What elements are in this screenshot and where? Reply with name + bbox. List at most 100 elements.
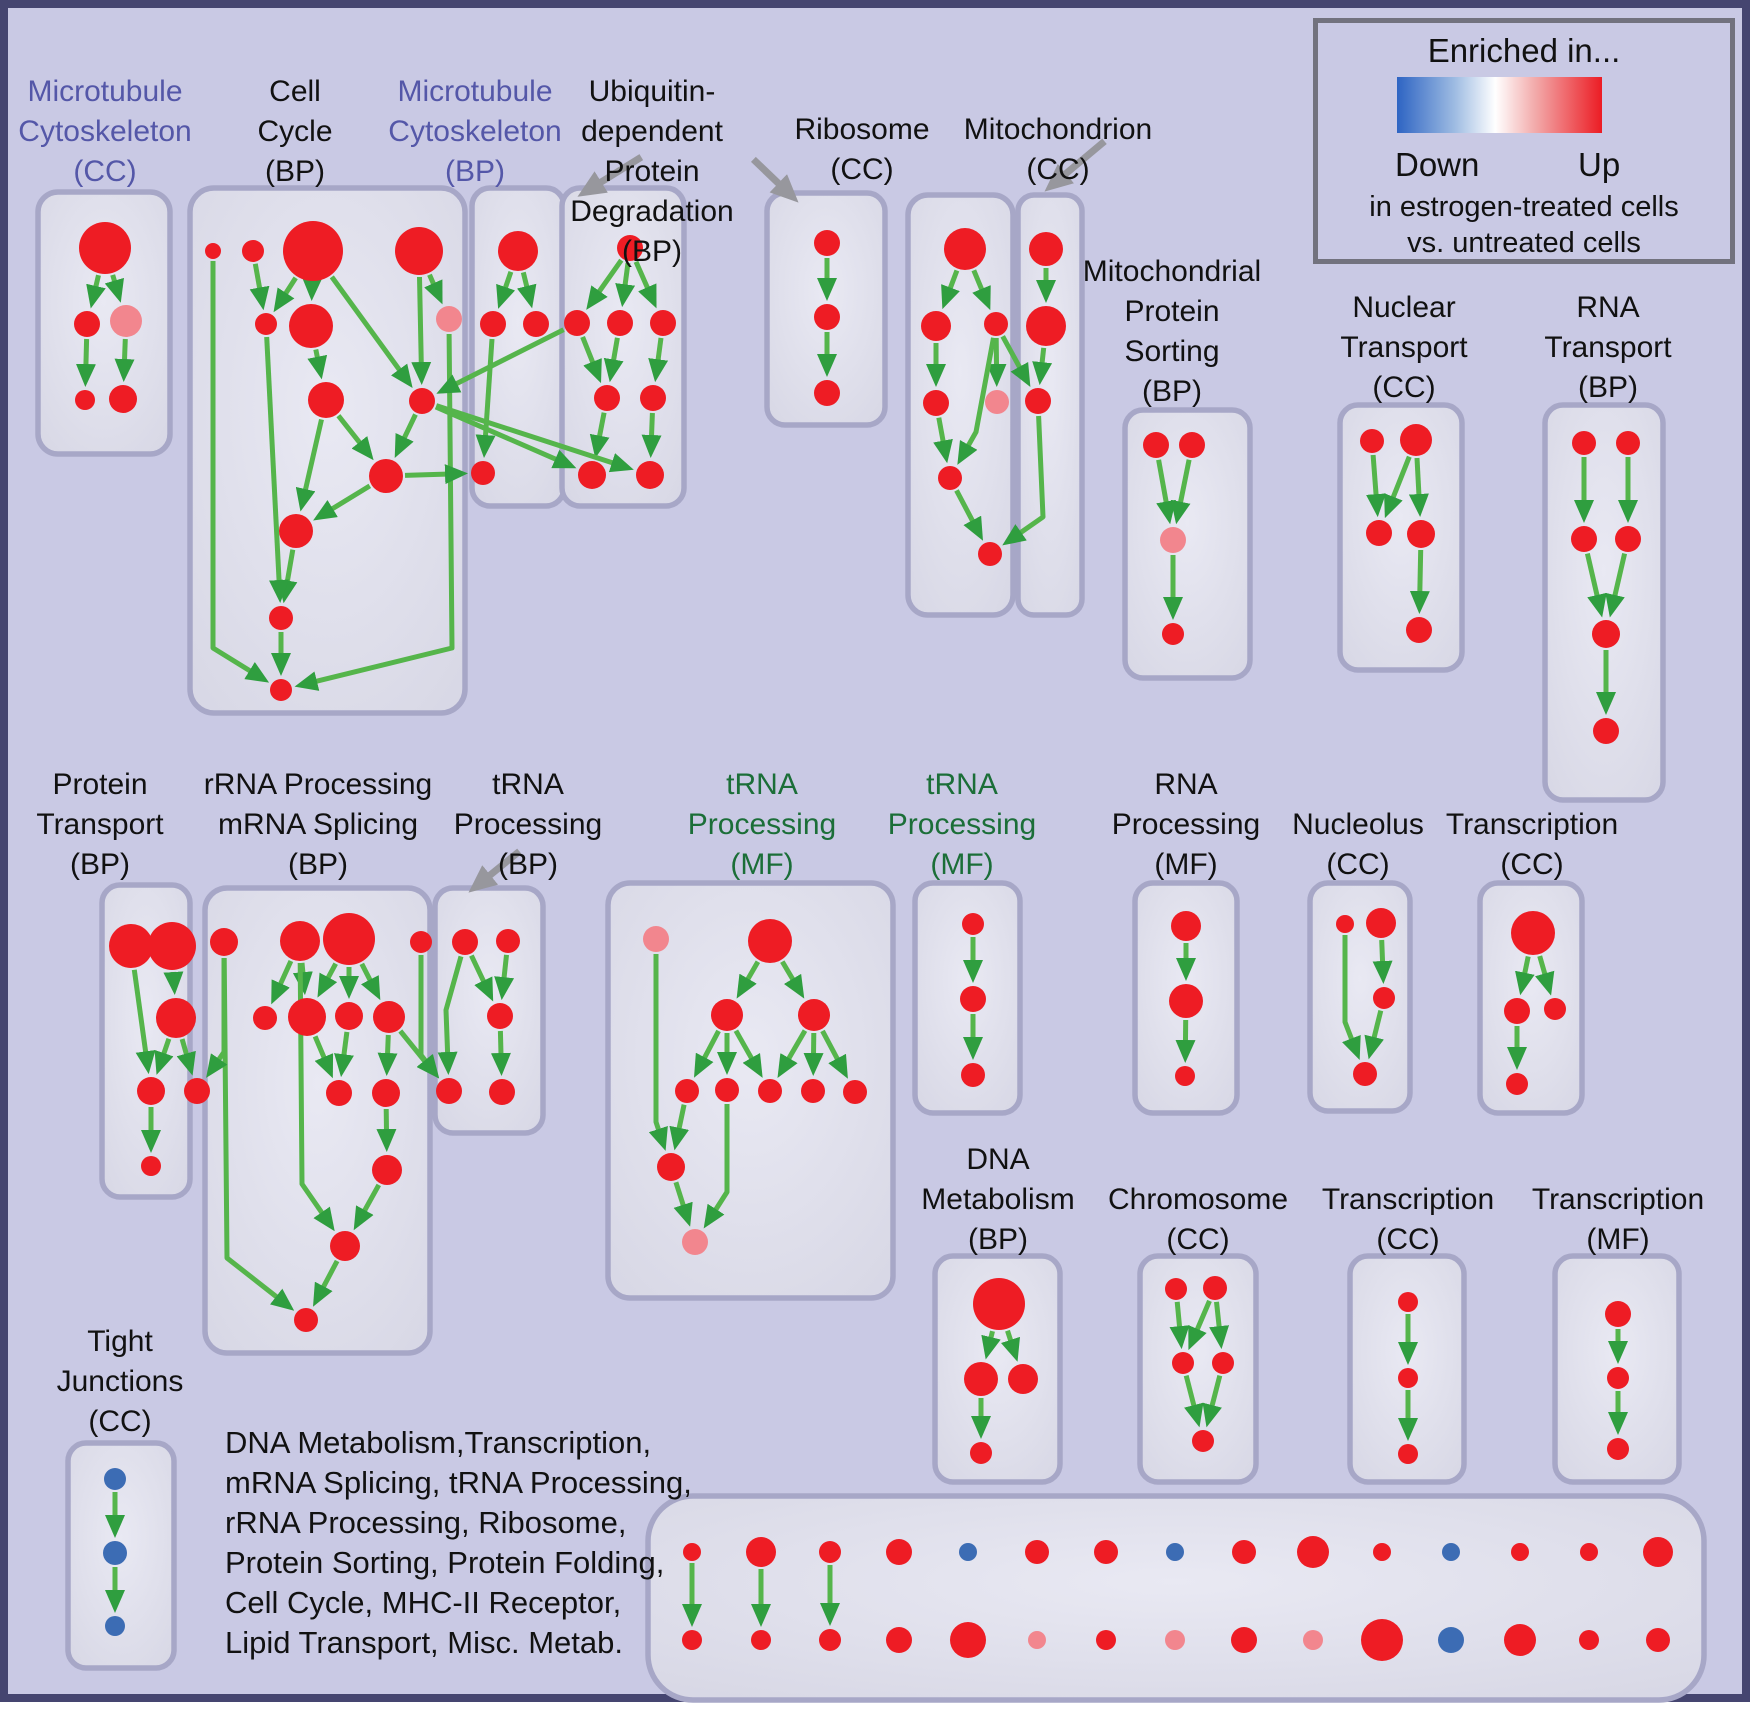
group-box-chromosome bbox=[1137, 1253, 1259, 1485]
legend-title: Enriched in... bbox=[1427, 32, 1621, 69]
go-term-node bbox=[1579, 1630, 1599, 1650]
go-term-node bbox=[1398, 1292, 1418, 1312]
legend-down-label: Down bbox=[1395, 146, 1480, 183]
go-term-node bbox=[923, 390, 949, 416]
edge-arrow bbox=[933, 417, 953, 464]
go-term-node bbox=[682, 1630, 702, 1650]
go-term-node bbox=[210, 928, 238, 956]
edge-arrow bbox=[736, 960, 761, 999]
go-term-node bbox=[1029, 232, 1063, 266]
edge-arrow bbox=[86, 274, 106, 309]
edge-arrow bbox=[210, 261, 270, 683]
go-term-node bbox=[1504, 998, 1530, 1024]
go-term-node bbox=[1643, 1537, 1673, 1567]
edge-arrow bbox=[1170, 459, 1192, 525]
go-term-node bbox=[1580, 1543, 1598, 1561]
go-term-node bbox=[1373, 987, 1395, 1009]
edge-arrow bbox=[469, 954, 494, 1002]
go-term-node bbox=[1592, 620, 1620, 648]
go-term-node bbox=[452, 929, 478, 955]
edge-arrow bbox=[376, 1108, 397, 1152]
go-term-node bbox=[1008, 1364, 1038, 1394]
go-term-node bbox=[288, 998, 326, 1036]
misc-cluster-label: DNA Metabolism,Transcription, mRNA Splic… bbox=[225, 1425, 692, 1660]
go-term-node bbox=[110, 305, 142, 337]
go-term-node bbox=[1406, 617, 1432, 643]
go-term-node bbox=[640, 385, 666, 411]
go-term-node bbox=[436, 306, 462, 332]
go-term-node bbox=[1593, 718, 1619, 744]
go-term-node bbox=[1366, 520, 1392, 546]
edge-arrow bbox=[633, 260, 657, 309]
edge-arrow bbox=[1000, 1329, 1020, 1362]
go-term-node bbox=[798, 999, 830, 1031]
go-term-node bbox=[1572, 431, 1596, 455]
go-term-node bbox=[819, 1541, 841, 1563]
go-term-node bbox=[496, 929, 520, 953]
go-term-node bbox=[1407, 520, 1435, 548]
edge-arrow bbox=[295, 418, 324, 512]
go-term-node bbox=[369, 459, 403, 493]
go-term-node bbox=[279, 514, 313, 548]
edge-arrow bbox=[434, 404, 577, 469]
edge-arrow bbox=[580, 335, 602, 384]
edge-arrow bbox=[1202, 1374, 1223, 1428]
go-term-node bbox=[962, 913, 984, 935]
edge-arrow bbox=[468, 848, 522, 893]
go-term-node bbox=[961, 1063, 985, 1087]
edge-arrow bbox=[271, 959, 294, 1005]
edge-arrow bbox=[641, 412, 662, 458]
go-term-node bbox=[1297, 1536, 1329, 1568]
go-term-node bbox=[959, 1543, 977, 1561]
edge-arrow bbox=[941, 269, 960, 310]
edge-arrow bbox=[264, 336, 290, 603]
edge-arrow bbox=[273, 276, 298, 313]
edge-arrow bbox=[516, 271, 537, 309]
group-box-misc-cluster bbox=[645, 1493, 1707, 1703]
go-term-node bbox=[253, 1006, 277, 1030]
go-term-node bbox=[1438, 1627, 1464, 1653]
group-box-transcription-cc-1 bbox=[1477, 880, 1585, 1116]
group-box-mito-protein-sorting bbox=[1122, 407, 1253, 681]
edge-arrow bbox=[669, 1104, 689, 1151]
edge-arrow bbox=[1188, 1299, 1212, 1351]
go-term-node bbox=[1026, 306, 1066, 346]
go-term-node bbox=[436, 1078, 462, 1104]
go-term-node bbox=[148, 922, 196, 970]
edge-arrow bbox=[424, 273, 443, 305]
edge-arrow bbox=[780, 960, 805, 999]
go-term-node bbox=[1028, 1631, 1046, 1649]
go-term-node bbox=[1360, 429, 1384, 453]
go-term-node bbox=[323, 913, 375, 965]
edge-arrow bbox=[954, 489, 983, 541]
edge-arrow bbox=[312, 1035, 334, 1079]
legend-caption: in estrogen-treated cells vs. untreated … bbox=[1369, 191, 1679, 259]
group-box-dna-metabolism bbox=[932, 1253, 1063, 1485]
go-term-node bbox=[814, 380, 840, 406]
go-term-node bbox=[938, 466, 962, 490]
go-term-node bbox=[683, 1543, 701, 1561]
edge-arrow bbox=[206, 958, 228, 1078]
go-term-node bbox=[156, 998, 196, 1038]
go-term-node bbox=[657, 1153, 685, 1181]
edge-arrow bbox=[1183, 1374, 1204, 1428]
go-term-node bbox=[751, 1630, 771, 1650]
edge-arrow bbox=[777, 1029, 808, 1078]
edge-arrow bbox=[490, 1030, 511, 1076]
edge-arrow bbox=[648, 337, 669, 383]
edge-arrow bbox=[353, 1183, 381, 1231]
edge-arrow bbox=[1372, 939, 1393, 984]
edge-arrow bbox=[971, 269, 991, 311]
go-term-node bbox=[308, 382, 344, 418]
go-term-node bbox=[1096, 1630, 1116, 1650]
go-term-node bbox=[886, 1627, 912, 1653]
edge-arrow bbox=[603, 337, 624, 383]
go-term-node bbox=[184, 1078, 210, 1104]
edge-arrow bbox=[1408, 457, 1429, 517]
legend-gradient-bar bbox=[1397, 77, 1602, 133]
edge-arrow bbox=[1169, 1301, 1190, 1350]
go-term-node bbox=[269, 606, 293, 630]
go-term-node bbox=[594, 385, 620, 411]
edge-arrow bbox=[673, 1181, 693, 1227]
